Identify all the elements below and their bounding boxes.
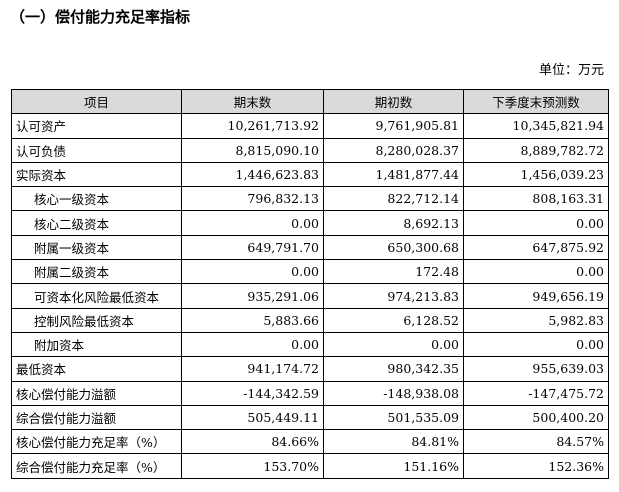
table-row: 实际资本 1,446,623.83 1,481,877.44 1,456,039.23 <box>11 161 609 188</box>
cell-period-end: 0.00 <box>181 331 324 358</box>
cell-forecast: 10,345,821.94 <box>463 113 609 139</box>
cell-period-start: 9,761,905.81 <box>323 113 464 139</box>
cell-period-start: 172.48 <box>323 259 464 285</box>
row-label: 综合偿付能力溢额 <box>11 404 182 431</box>
row-label: 认可负债 <box>11 137 182 163</box>
table-row: 核心一级资本 796,832.13 822,712.14 808,163.31 <box>11 186 609 212</box>
cell-forecast: 500,400.20 <box>463 404 609 431</box>
row-label: 核心二级资本 <box>11 210 182 236</box>
cell-period-start: 8,280,028.37 <box>323 137 464 163</box>
cell-period-start: 8,692.13 <box>323 210 464 236</box>
cell-period-start: -148,938.08 <box>323 380 464 406</box>
section-title: （一）偿付能力充足率指标 <box>10 8 191 26</box>
cell-forecast: 0.00 <box>463 331 609 358</box>
row-label: 认可资产 <box>11 113 182 139</box>
cell-forecast: 949,656.19 <box>463 283 609 309</box>
cell-forecast: 5,982.83 <box>463 307 609 333</box>
cell-period-end: 1,446,623.83 <box>181 161 324 188</box>
cell-period-end: 0.00 <box>181 259 324 285</box>
cell-period-end: 0.00 <box>181 210 324 236</box>
row-label: 可资本化风险最低资本 <box>11 283 182 309</box>
cell-forecast: 0.00 <box>463 210 609 236</box>
cell-period-end: 941,174.72 <box>181 356 324 382</box>
cell-period-end: 505,449.11 <box>181 404 324 431</box>
row-label: 实际资本 <box>11 161 182 188</box>
solvency-table: 项目 期末数 期初数 下季度末预测数 认可资产 10,261,713.92 9,76… <box>11 88 609 479</box>
cell-period-start: 0.00 <box>323 331 464 358</box>
table-row: 核心二级资本 0.00 8,692.13 0.00 <box>11 210 609 236</box>
cell-forecast: 1,456,039.23 <box>463 161 609 188</box>
cell-period-start: 822,712.14 <box>323 186 464 212</box>
row-label: 综合偿付能力充足率（%） <box>11 453 182 479</box>
cell-period-start: 980,342.35 <box>323 356 464 382</box>
row-label: 附加资本 <box>11 331 182 358</box>
header-period-end: 期末数 <box>181 88 324 115</box>
header-period-start: 期初数 <box>323 88 464 115</box>
header-item: 项目 <box>11 88 182 115</box>
table-row: 附属二级资本 0.00 172.48 0.00 <box>11 259 609 285</box>
cell-period-end: 935,291.06 <box>181 283 324 309</box>
table-row: 附属一级资本 649,791.70 650,300.68 647,875.92 <box>11 234 609 261</box>
row-label: 附属一级资本 <box>11 234 182 261</box>
table-row: 认可资产 10,261,713.92 9,761,905.81 10,345,821.… <box>11 113 609 139</box>
cell-forecast: 0.00 <box>463 259 609 285</box>
row-label: 核心偿付能力充足率（%） <box>11 429 182 455</box>
table-row: 综合偿付能力溢额 505,449.11 501,535.09 500,400.20 <box>11 404 609 431</box>
cell-forecast: 647,875.92 <box>463 234 609 261</box>
cell-period-end: -144,342.59 <box>181 380 324 406</box>
cell-forecast: 808,163.31 <box>463 186 609 212</box>
cell-period-end: 5,883.66 <box>181 307 324 333</box>
table-body: 认可资产 10,261,713.92 9,761,905.81 10,345,821.… <box>11 113 609 479</box>
table-row: 综合偿付能力充足率（%） 153.70% 151.16% 152.36% <box>11 453 609 479</box>
cell-forecast: 8,889,782.72 <box>463 137 609 163</box>
row-label: 控制风险最低资本 <box>11 307 182 333</box>
cell-period-start: 501,535.09 <box>323 404 464 431</box>
cell-period-end: 8,815,090.10 <box>181 137 324 163</box>
table-header-row: 项目 期末数 期初数 下季度末预测数 <box>11 88 609 115</box>
row-label: 附属二级资本 <box>11 259 182 285</box>
cell-forecast: 152.36% <box>463 453 609 479</box>
cell-period-start: 650,300.68 <box>323 234 464 261</box>
table-row: 认可负债 8,815,090.10 8,280,028.37 8,889,782.72 <box>11 137 609 163</box>
cell-period-end: 649,791.70 <box>181 234 324 261</box>
cell-period-start: 84.81% <box>323 429 464 455</box>
header-forecast: 下季度末预测数 <box>463 88 609 115</box>
cell-period-start: 974,213.83 <box>323 283 464 309</box>
row-label: 核心偿付能力溢额 <box>11 380 182 406</box>
cell-period-end: 84.66% <box>181 429 324 455</box>
cell-period-end: 796,832.13 <box>181 186 324 212</box>
unit-label: 单位：万元 <box>538 63 604 78</box>
cell-period-start: 1,481,877.44 <box>323 161 464 188</box>
table-row: 最低资本 941,174.72 980,342.35 955,639.03 <box>11 356 609 382</box>
cell-forecast: 955,639.03 <box>463 356 609 382</box>
cell-period-end: 153.70% <box>181 453 324 479</box>
cell-period-start: 151.16% <box>323 453 464 479</box>
cell-forecast: 84.57% <box>463 429 609 455</box>
table-row: 核心偿付能力充足率（%） 84.66% 84.81% 84.57% <box>11 429 609 455</box>
cell-forecast: -147,475.72 <box>463 380 609 406</box>
row-label: 最低资本 <box>11 356 182 382</box>
table-row: 控制风险最低资本 5,883.66 6,128.52 5,982.83 <box>11 307 609 333</box>
table-row: 核心偿付能力溢额 -144,342.59 -148,938.08 -147,475.7… <box>11 380 609 406</box>
cell-period-start: 6,128.52 <box>323 307 464 333</box>
table-row: 附加资本 0.00 0.00 0.00 <box>11 331 609 358</box>
cell-period-end: 10,261,713.92 <box>181 113 324 139</box>
row-label: 核心一级资本 <box>11 186 182 212</box>
table-row: 可资本化风险最低资本 935,291.06 974,213.83 949,656.19 <box>11 283 609 309</box>
